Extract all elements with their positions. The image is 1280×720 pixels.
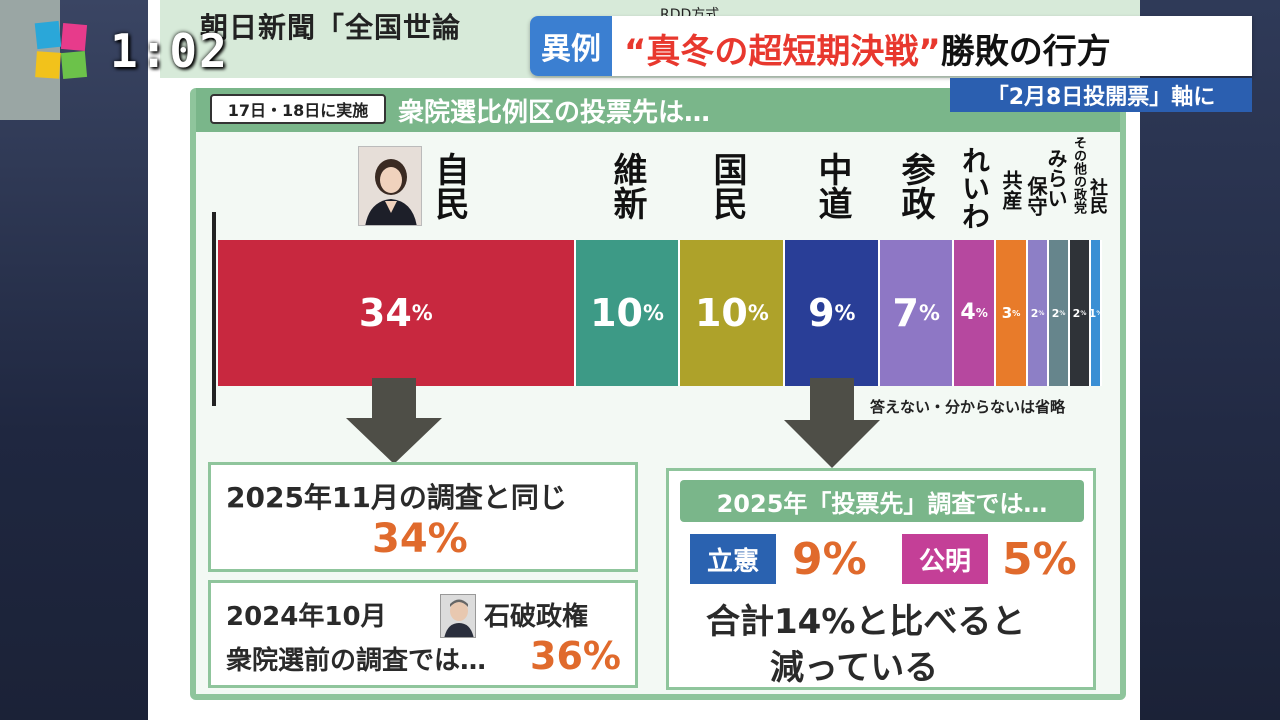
comparison-box-2024 <box>208 580 638 688</box>
bar-percent-sign: % <box>411 301 433 325</box>
bar-percent-sign: % <box>975 306 988 320</box>
bar-value-label: 2 <box>1051 306 1060 320</box>
bar-percent-sign: % <box>1012 308 1021 318</box>
comparison-2024-admin: 石破政権 <box>484 602 589 632</box>
party-label-ldp: 自民 <box>429 152 469 220</box>
party-label-hoshu: 保守 <box>1024 176 1048 216</box>
party-label-sansei: 参政 <box>895 152 935 220</box>
headline-quote: “真冬の超短期決戦” <box>624 32 941 72</box>
bar-segment-6: 3% <box>996 240 1029 386</box>
party-label-sdp: 社民 <box>1087 178 1108 214</box>
party-tag-komeito: 公明 <box>902 534 988 584</box>
board-title: 朝日新聞「全国世論 <box>200 11 462 44</box>
bar-value-label: 7 <box>892 291 919 335</box>
headline-rest: 勝敗の行方 <box>940 32 1111 72</box>
party-label-mirai: みらい <box>1044 148 1068 208</box>
bar-percent-sign: % <box>1038 309 1045 317</box>
right-box-line2: 減っている <box>770 648 939 688</box>
party-label-others: その他の政党 <box>1071 136 1086 214</box>
stacked-bar: 34%10%10%9%7%4%3%2%2%2%1% <box>218 240 1103 386</box>
sub-strap: 「2月8日投開票」軸に <box>950 78 1252 112</box>
studio-background-right <box>1130 0 1280 720</box>
comparison-box-2025 <box>208 462 638 572</box>
bar-segment-5: 4% <box>954 240 997 386</box>
party-label-reiwa: れいわ <box>958 146 991 230</box>
down-arrow-left-icon <box>346 378 442 464</box>
comparison-2024-value: 36% <box>530 634 621 678</box>
headline-title: “真冬の超短期決戦”勝敗の行方 <box>624 24 1111 73</box>
comparison-2024-date: 2024年10月 <box>226 602 387 632</box>
bar-percent-sign: % <box>1080 309 1087 317</box>
leader-portrait <box>358 146 422 226</box>
bar-segment-4: 7% <box>880 240 955 386</box>
bar-value-label: 3 <box>1001 303 1013 322</box>
broadcast-clock: 1:02 <box>110 24 229 78</box>
bar-percent-sign: % <box>747 301 769 325</box>
bar-value-label: 10 <box>590 291 643 335</box>
right-box-heading: 2025年「投票先」調査では… <box>680 480 1084 522</box>
party-tag-cdp: 立憲 <box>690 534 776 584</box>
bar-segment-0: 34% <box>218 240 576 386</box>
comparison-2025-text: 2025年11月の調査と同じ <box>226 481 567 514</box>
party-label-dpfp: 国民 <box>707 152 747 220</box>
bar-value-label: 4 <box>960 300 976 325</box>
bar-percent-sign: % <box>1096 309 1103 317</box>
studio-background-left <box>0 0 150 720</box>
bar-percent-sign: % <box>643 301 664 325</box>
comparison-2025-value: 34% <box>372 516 468 562</box>
omit-note: 答えない・分からないは省略 <box>870 398 1066 416</box>
bar-value-label: 34 <box>358 291 412 335</box>
bar-segment-10: 1% <box>1091 240 1103 386</box>
bar-segment-8: 2% <box>1049 240 1071 386</box>
bar-segment-7: 2% <box>1028 240 1050 386</box>
date-tag: 17日・18日に実施 <box>210 94 386 124</box>
bar-segment-3: 9% <box>785 240 881 386</box>
bar-percent-sign: % <box>834 301 856 325</box>
party-label-ishin: 維新 <box>607 152 647 220</box>
bar-percent-sign: % <box>918 301 940 325</box>
headline-strap <box>530 16 1252 76</box>
bar-value-label: 1 <box>1091 308 1096 319</box>
comparison-2024-text: 衆院選前の調査では… <box>226 646 487 676</box>
bar-segment-9: 2% <box>1070 240 1092 386</box>
program-logo-icon <box>34 20 88 79</box>
right-box-line1: 合計14%と比べると <box>706 602 1026 642</box>
ishiba-portrait <box>440 594 476 638</box>
headline-tag: 異例 <box>530 16 612 76</box>
bar-value-label: 2 <box>1072 306 1081 320</box>
party-label-jcp: 共産 <box>999 170 1023 210</box>
bar-segment-1: 10% <box>575 240 681 386</box>
bar-value-label: 2 <box>1030 306 1039 320</box>
chart-subtitle: 衆院選比例区の投票先は… <box>398 98 711 128</box>
party-label-chudo: 中道 <box>812 152 852 220</box>
bar-value-label: 9 <box>808 291 835 335</box>
bar-segment-2: 10% <box>680 240 786 386</box>
party-tag-cdp-value: 9% <box>792 534 867 585</box>
bar-axis-line <box>212 212 216 406</box>
bar-percent-sign: % <box>1059 309 1066 317</box>
bar-value-label: 10 <box>694 291 748 335</box>
party-tag-komeito-value: 5% <box>1002 534 1077 585</box>
down-arrow-right-icon <box>784 378 880 468</box>
